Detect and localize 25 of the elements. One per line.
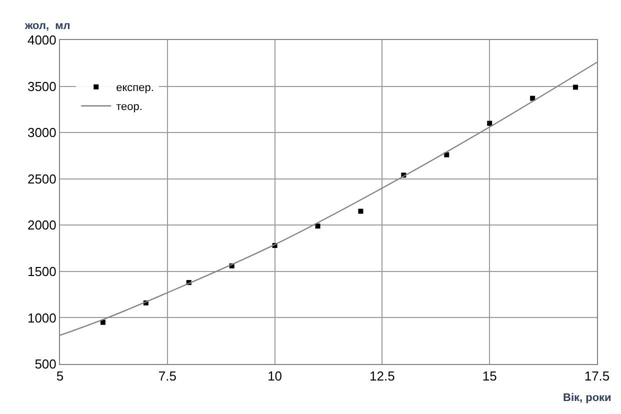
legend-label: теор.: [116, 101, 142, 114]
point: [100, 320, 106, 325]
x-tick-label: 5: [56, 368, 64, 384]
y-axis-title: жол, мл: [24, 20, 70, 32]
y-tick-label: 3000: [27, 125, 56, 140]
x-tick-label: 15: [482, 368, 497, 384]
y-tick-label: 1000: [27, 310, 56, 326]
x-tick-label: 7.5: [158, 368, 176, 384]
y-tick-label: 4000: [27, 32, 56, 48]
y-tick-label: 3500: [27, 78, 56, 94]
y-tick-label: 2000: [27, 218, 56, 233]
x-tick-label: 17.5: [584, 368, 610, 384]
point: [358, 208, 364, 214]
x-tick-label: 10: [268, 368, 282, 384]
y-tick-label: 1500: [27, 264, 56, 279]
legend-label: експер.: [116, 82, 154, 94]
point: [315, 224, 320, 229]
point: [487, 120, 492, 126]
point: [573, 84, 578, 90]
x-axis-title: Вік, роки: [563, 392, 612, 404]
y-tick-label: 500: [34, 356, 56, 372]
point: [444, 152, 450, 158]
x-tick-label: 12.5: [370, 368, 395, 384]
y-tick-label: 2500: [27, 171, 56, 186]
point: [530, 96, 536, 101]
